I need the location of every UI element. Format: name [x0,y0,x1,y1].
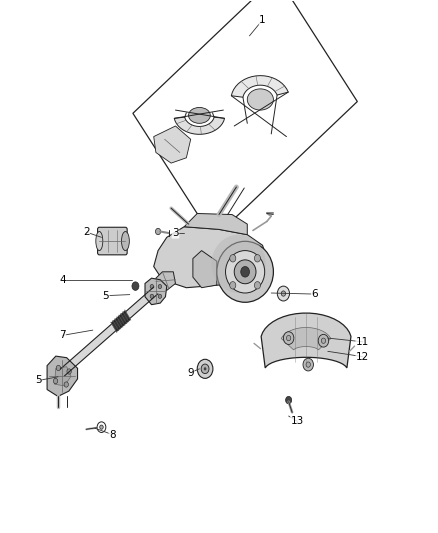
Circle shape [306,362,311,367]
Polygon shape [54,367,71,386]
Polygon shape [174,117,225,134]
Ellipse shape [96,231,103,251]
Circle shape [254,255,261,262]
Text: 2: 2 [83,227,89,237]
FancyBboxPatch shape [98,227,127,255]
Text: 13: 13 [291,416,304,426]
Circle shape [254,281,261,289]
Circle shape [155,228,161,235]
Circle shape [230,255,236,262]
Ellipse shape [217,241,273,302]
Polygon shape [231,76,288,97]
Circle shape [150,294,154,298]
Polygon shape [193,251,217,288]
Text: 9: 9 [187,368,194,377]
Text: 5: 5 [102,290,109,301]
Polygon shape [156,272,176,290]
Text: 11: 11 [356,337,369,347]
Circle shape [64,382,68,387]
Circle shape [53,378,58,384]
Circle shape [100,425,103,429]
Circle shape [158,285,162,289]
Polygon shape [47,356,78,397]
Circle shape [56,365,60,370]
Text: 12: 12 [356,352,369,361]
Text: 5: 5 [35,375,42,385]
Circle shape [150,285,154,289]
Circle shape [286,335,291,341]
Ellipse shape [234,260,256,284]
Circle shape [277,286,290,301]
Text: 3: 3 [172,228,179,238]
Circle shape [197,359,213,378]
Ellipse shape [247,89,273,110]
Polygon shape [154,126,191,163]
Circle shape [286,397,292,404]
Text: 6: 6 [311,289,318,299]
Text: 8: 8 [109,430,116,440]
Circle shape [283,332,294,344]
Circle shape [201,364,209,374]
Polygon shape [111,310,131,332]
Ellipse shape [212,235,266,293]
Text: 7: 7 [59,330,66,341]
Ellipse shape [226,251,265,293]
Text: 1: 1 [259,15,266,25]
Circle shape [303,358,314,371]
Circle shape [67,369,71,374]
Circle shape [318,334,328,347]
Polygon shape [60,287,158,376]
Ellipse shape [188,108,210,123]
Text: 4: 4 [59,274,66,285]
Circle shape [158,294,162,298]
Polygon shape [145,278,167,305]
Circle shape [281,291,286,296]
Circle shape [241,266,250,277]
Circle shape [230,281,236,289]
Circle shape [132,282,139,290]
Polygon shape [154,227,267,288]
Polygon shape [281,327,331,350]
Polygon shape [261,313,351,368]
Circle shape [321,338,325,343]
Ellipse shape [121,231,129,251]
Circle shape [204,367,206,370]
Polygon shape [184,214,247,235]
